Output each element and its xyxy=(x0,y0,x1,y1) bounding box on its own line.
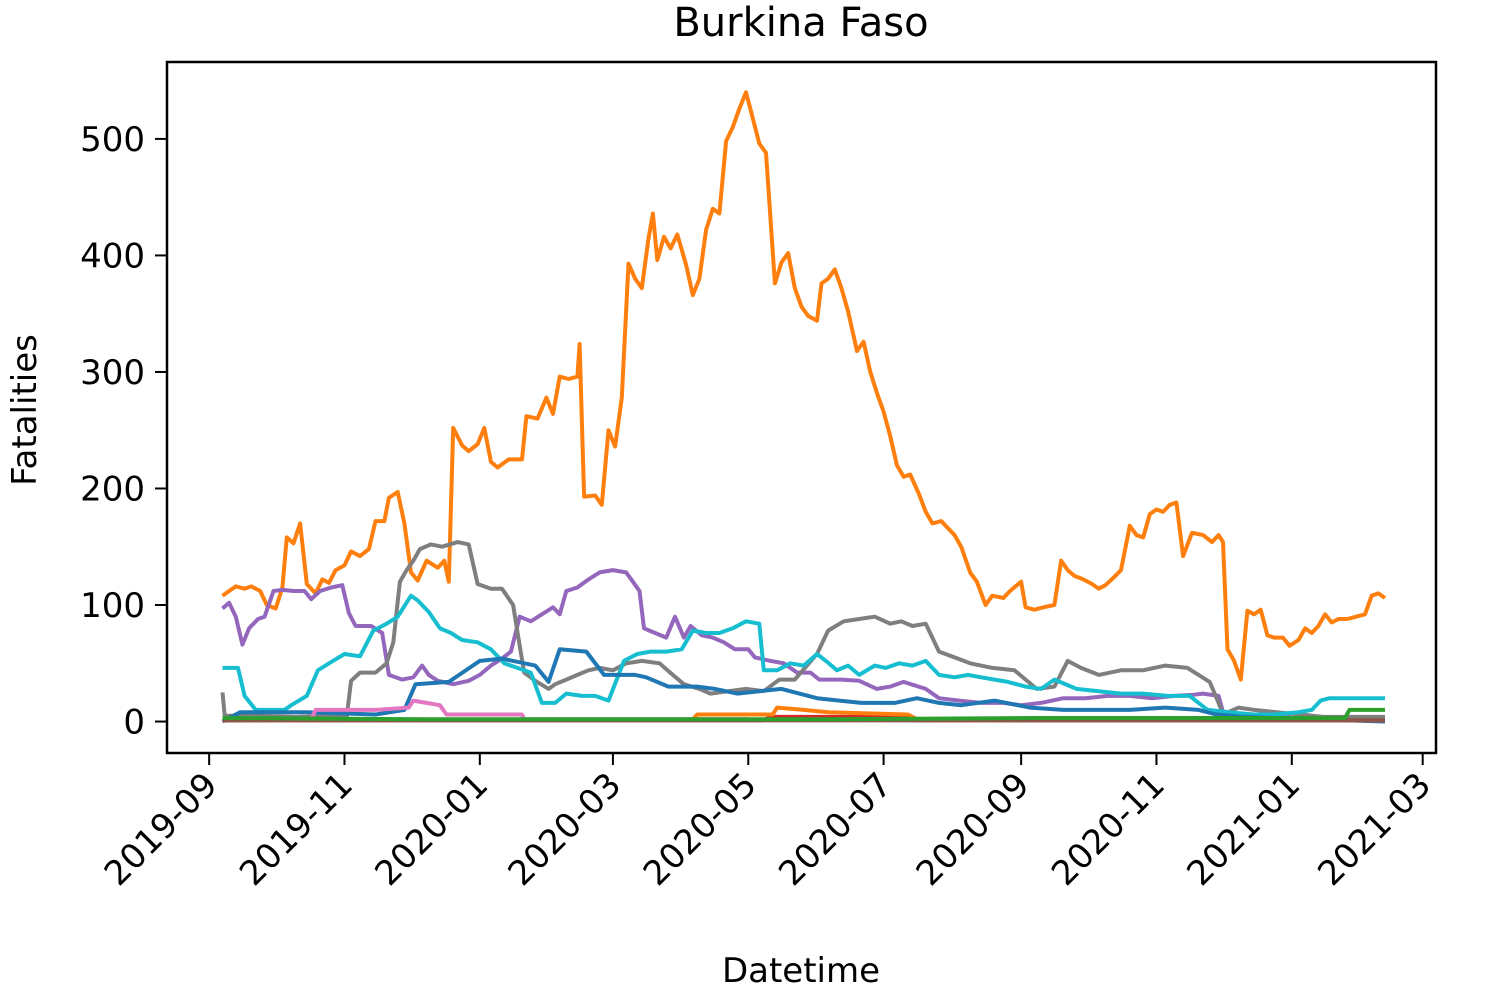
x-tick-label: 2020-11 xyxy=(1044,765,1173,894)
x-tick-label: 2020-03 xyxy=(501,765,630,894)
y-tick-label: 400 xyxy=(80,236,145,276)
y-axis-label: Fatalities xyxy=(5,334,45,486)
x-tick-label: 2019-11 xyxy=(232,765,361,894)
x-axis: 2019-09 2019-11 2020-01 2020-03 2020-05 2020-… xyxy=(97,753,1439,894)
series-line-5 xyxy=(221,647,1386,724)
plot-frame xyxy=(165,60,1438,755)
series-line-3 xyxy=(220,540,1385,719)
x-tick-label: 2020-05 xyxy=(636,765,765,894)
x-tick-label: 2021-03 xyxy=(1310,765,1439,894)
series-line-4 xyxy=(222,593,1385,717)
chart-title: Burkina Faso xyxy=(673,0,928,46)
x-tick-label: 2020-07 xyxy=(771,765,900,894)
series-line-10 xyxy=(222,707,1385,722)
series-line-1 xyxy=(221,90,1387,682)
x-axis-label: Datetime xyxy=(722,951,880,991)
y-axis: 0 100 200 300 400 500 xyxy=(80,120,167,743)
x-tick-label: 2019-09 xyxy=(97,765,226,894)
series-line-8 xyxy=(691,705,918,721)
y-tick-label: 300 xyxy=(80,353,145,393)
y-tick-label: 500 xyxy=(80,120,145,160)
y-tick-label: 0 xyxy=(123,703,145,743)
y-tick-label: 100 xyxy=(80,586,145,626)
series-line-6 xyxy=(222,698,749,722)
y-tick-label: 200 xyxy=(80,469,145,509)
x-tick-label: 2020-01 xyxy=(367,765,496,894)
series-layer xyxy=(220,90,1387,724)
x-tick-label: 2021-01 xyxy=(1179,765,1308,894)
x-tick-label: 2020-09 xyxy=(909,765,1038,894)
